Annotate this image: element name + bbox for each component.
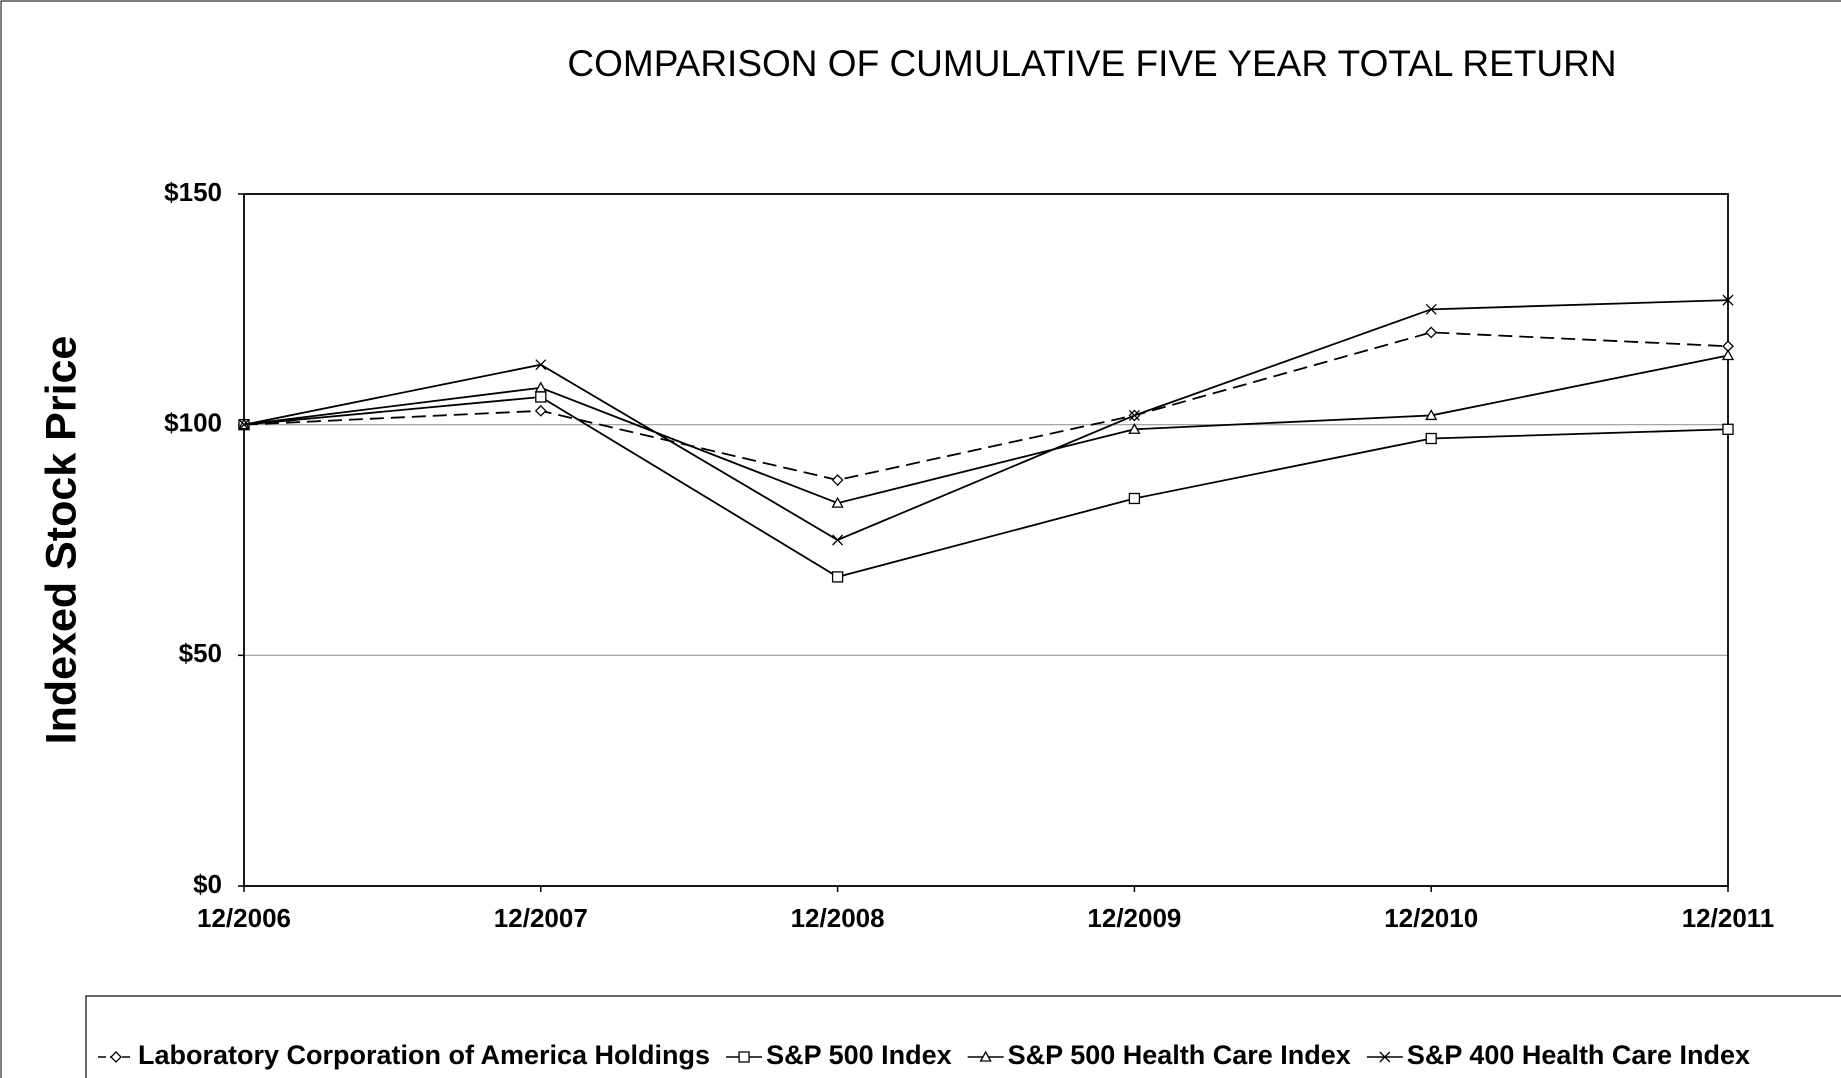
point xyxy=(1425,303,1437,315)
y-tick-label: $0 xyxy=(193,869,222,899)
point xyxy=(1425,326,1438,339)
point xyxy=(1379,1051,1391,1063)
point xyxy=(831,571,844,583)
y-tick-label: $150 xyxy=(164,177,222,207)
legend-item: S&P 400 Health Care Index xyxy=(1366,1040,1750,1070)
series-line xyxy=(243,299,1729,542)
point xyxy=(1722,294,1734,306)
x-tick-label: 12/2006 xyxy=(197,903,291,933)
x-tick-label: 12/2008 xyxy=(791,903,885,933)
point xyxy=(534,404,547,417)
point xyxy=(1425,432,1437,445)
legend-label: S&P 500 Index xyxy=(766,1040,952,1070)
point xyxy=(831,474,844,486)
legend-item: S&P 500 Health Care Index xyxy=(967,1040,1351,1070)
legend-label: S&P 500 Health Care Index xyxy=(1008,1040,1351,1070)
legend-item: Laboratory Corporation of America Holdin… xyxy=(98,1040,710,1070)
point xyxy=(535,359,547,371)
legend-item: S&P 500 Index xyxy=(726,1040,952,1070)
y-tick-label: $50 xyxy=(179,638,222,668)
x-tick-label: 12/2009 xyxy=(1087,903,1181,933)
chart-title: COMPARISON OF CUMULATIVE FIVE YEAR TOTAL… xyxy=(567,43,1616,84)
legend-label: S&P 400 Health Care Index xyxy=(1407,1040,1750,1070)
plot-area xyxy=(243,193,1729,887)
x-tick-label: 12/2010 xyxy=(1384,903,1478,933)
point xyxy=(738,1051,750,1063)
point xyxy=(238,419,250,431)
y-axis-label: Indexed Stock Price xyxy=(37,336,85,745)
x-tick-label: 12/2011 xyxy=(1682,903,1775,933)
point xyxy=(979,1050,992,1062)
point xyxy=(534,381,547,393)
point xyxy=(832,534,844,546)
point xyxy=(110,1051,122,1063)
point xyxy=(1128,492,1141,505)
point xyxy=(1721,349,1735,361)
point xyxy=(1425,409,1438,421)
y-tick-label: $100 xyxy=(164,408,222,438)
series-line xyxy=(243,354,1729,505)
point xyxy=(1128,409,1140,421)
series-line xyxy=(243,396,1729,578)
point xyxy=(535,391,547,403)
series-line xyxy=(243,331,1729,481)
point xyxy=(1722,423,1734,435)
point xyxy=(1128,422,1141,434)
point xyxy=(831,496,844,508)
x-tick-label: 12/2007 xyxy=(494,903,588,933)
legend-box xyxy=(85,995,1841,1078)
legend-label: Laboratory Corporation of America Holdin… xyxy=(138,1040,710,1070)
